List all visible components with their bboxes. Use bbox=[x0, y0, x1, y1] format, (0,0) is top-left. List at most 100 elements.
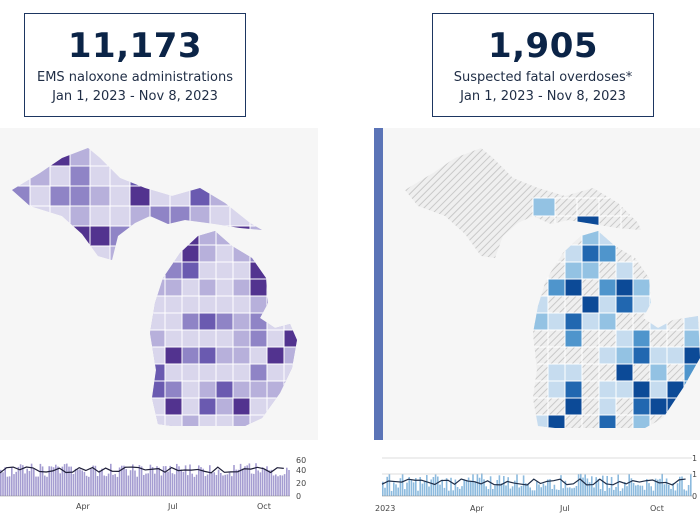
county-cell[interactable] bbox=[266, 228, 285, 246]
county-cell[interactable] bbox=[649, 329, 668, 348]
county-cell[interactable] bbox=[10, 205, 31, 227]
overdose-county-map[interactable] bbox=[383, 128, 700, 440]
county-cell[interactable] bbox=[283, 261, 301, 280]
county-cell[interactable] bbox=[547, 312, 566, 331]
county-cell[interactable] bbox=[632, 346, 651, 365]
county-cell[interactable] bbox=[181, 295, 200, 314]
county-cell[interactable] bbox=[554, 215, 578, 235]
county-cell[interactable] bbox=[249, 363, 268, 382]
county-cell[interactable] bbox=[249, 185, 270, 207]
county-cell[interactable] bbox=[232, 244, 251, 263]
county-cell[interactable] bbox=[89, 205, 111, 227]
county-cell[interactable] bbox=[249, 278, 268, 297]
county-cell[interactable] bbox=[564, 397, 583, 416]
county-cell[interactable] bbox=[615, 295, 634, 314]
county-cell[interactable] bbox=[129, 165, 151, 187]
county-cell[interactable] bbox=[531, 380, 549, 399]
county-cell[interactable] bbox=[215, 363, 234, 382]
county-cell[interactable] bbox=[666, 244, 685, 263]
county-cell[interactable] bbox=[215, 244, 234, 263]
county-cell[interactable] bbox=[181, 228, 200, 246]
county-cell[interactable] bbox=[666, 414, 685, 432]
overdose-map-svg[interactable] bbox=[383, 128, 700, 440]
county-cell[interactable] bbox=[283, 329, 301, 348]
county-cell[interactable] bbox=[198, 244, 217, 263]
county-cell[interactable] bbox=[164, 346, 183, 365]
naloxone-timeline-svg[interactable]: 60 40 20 0 Apr Jul Oct bbox=[0, 446, 330, 522]
county-cell[interactable] bbox=[283, 228, 301, 246]
county-cell[interactable] bbox=[632, 295, 651, 314]
county-cell[interactable] bbox=[666, 261, 685, 280]
county-cell[interactable] bbox=[229, 165, 251, 187]
county-cell[interactable] bbox=[149, 165, 171, 187]
county-cell[interactable] bbox=[232, 295, 251, 314]
naloxone-county-map[interactable] bbox=[0, 128, 318, 440]
county-cell[interactable] bbox=[615, 261, 634, 280]
county-cell[interactable] bbox=[532, 233, 556, 253]
county-cell[interactable] bbox=[581, 312, 600, 331]
county-cell[interactable] bbox=[215, 414, 234, 432]
county-cell[interactable] bbox=[164, 414, 183, 432]
county-cell[interactable] bbox=[531, 228, 549, 246]
county-cell[interactable] bbox=[149, 205, 171, 227]
county-cell[interactable] bbox=[564, 278, 583, 297]
county-cell[interactable] bbox=[615, 278, 634, 297]
county-cell[interactable] bbox=[29, 146, 51, 167]
county-cell[interactable] bbox=[10, 165, 31, 187]
county-cell[interactable] bbox=[149, 245, 171, 266]
county-cell[interactable] bbox=[29, 205, 51, 227]
county-cell[interactable] bbox=[49, 225, 71, 247]
county-cell[interactable] bbox=[564, 244, 583, 263]
county-cell[interactable] bbox=[164, 329, 183, 348]
county-cell[interactable] bbox=[181, 312, 200, 331]
county-cell[interactable] bbox=[189, 165, 211, 187]
county-cell[interactable] bbox=[615, 380, 634, 399]
county-cell[interactable] bbox=[666, 228, 685, 246]
county-cell[interactable] bbox=[149, 185, 171, 207]
county-cell[interactable] bbox=[215, 312, 234, 331]
county-cell[interactable] bbox=[232, 363, 251, 382]
county-cell[interactable] bbox=[649, 244, 668, 263]
county-cell[interactable] bbox=[649, 278, 668, 297]
county-cell[interactable] bbox=[683, 244, 700, 263]
county-cell[interactable] bbox=[215, 295, 234, 314]
county-cell[interactable] bbox=[283, 397, 301, 416]
county-cell[interactable] bbox=[632, 363, 651, 382]
county-cell[interactable] bbox=[249, 146, 270, 167]
county-cell[interactable] bbox=[215, 380, 234, 399]
county-cell[interactable] bbox=[283, 363, 301, 382]
county-cell[interactable] bbox=[129, 146, 151, 167]
county-cell[interactable] bbox=[598, 397, 617, 416]
county-cell[interactable] bbox=[598, 295, 617, 314]
naloxone-map-svg[interactable] bbox=[0, 128, 318, 440]
county-cell[interactable] bbox=[683, 380, 700, 399]
county-cell[interactable] bbox=[564, 228, 583, 246]
county-cell[interactable] bbox=[29, 185, 51, 207]
county-cell[interactable] bbox=[620, 215, 643, 235]
county-cell[interactable] bbox=[632, 261, 651, 280]
county-cell[interactable] bbox=[29, 225, 51, 247]
county-cell[interactable] bbox=[666, 346, 685, 365]
county-cell[interactable] bbox=[547, 261, 566, 280]
county-cell[interactable] bbox=[649, 414, 668, 432]
county-cell[interactable] bbox=[283, 244, 301, 263]
county-cell[interactable] bbox=[632, 380, 651, 399]
county-cell[interactable] bbox=[249, 397, 268, 416]
county-cell[interactable] bbox=[632, 278, 651, 297]
county-cell[interactable] bbox=[576, 197, 600, 217]
county-cell[interactable] bbox=[164, 228, 183, 246]
county-cell[interactable] bbox=[666, 329, 685, 348]
county-cell[interactable] bbox=[148, 278, 166, 297]
county-cell[interactable] bbox=[632, 397, 651, 416]
county-cell[interactable] bbox=[181, 329, 200, 348]
county-cell[interactable] bbox=[649, 346, 668, 365]
county-cell[interactable] bbox=[148, 312, 166, 331]
county-cell[interactable] bbox=[266, 312, 285, 331]
county-cell[interactable] bbox=[129, 185, 151, 207]
county-cell[interactable] bbox=[283, 295, 301, 314]
county-cell[interactable] bbox=[547, 380, 566, 399]
county-cell[interactable] bbox=[598, 346, 617, 365]
county-cell[interactable] bbox=[632, 414, 651, 432]
county-cell[interactable] bbox=[564, 295, 583, 314]
county-cell[interactable] bbox=[531, 414, 549, 432]
